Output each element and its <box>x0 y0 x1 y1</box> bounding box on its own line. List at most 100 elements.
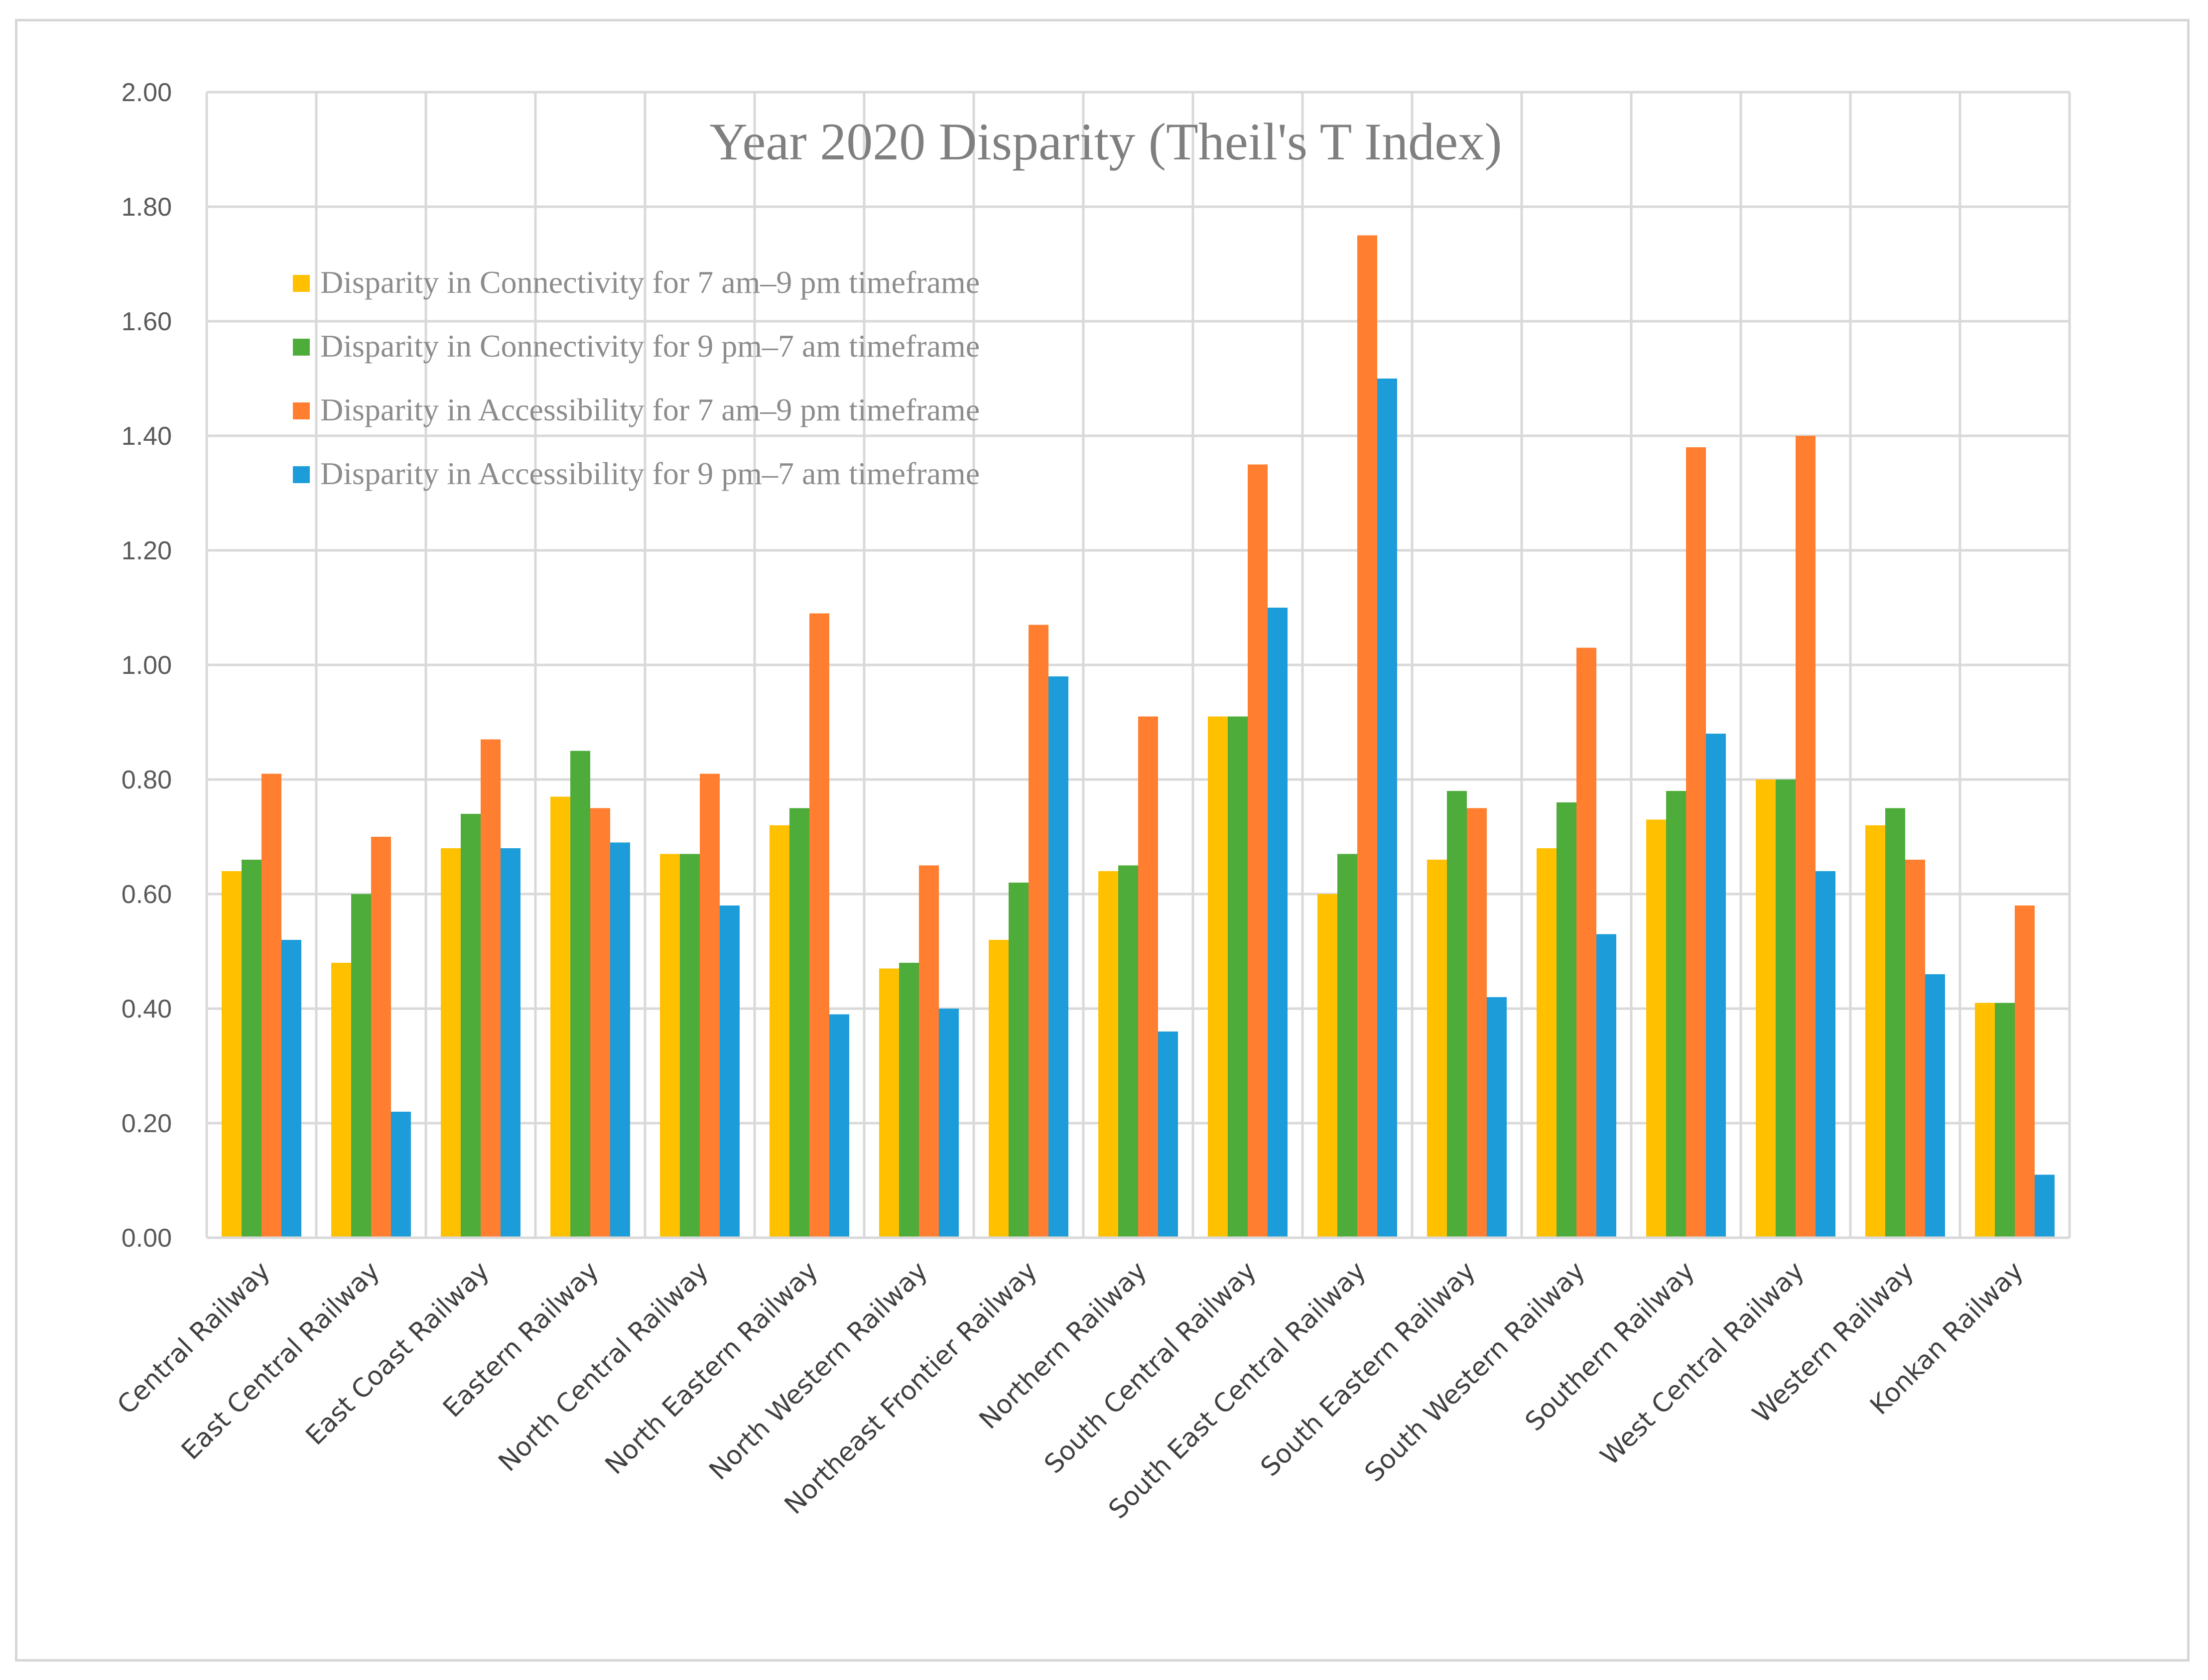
bar-series-4 <box>501 848 520 1238</box>
bar-series-1 <box>1756 779 1776 1238</box>
bar-series-3 <box>700 774 720 1238</box>
y-tick-label: 1.20 <box>122 536 172 565</box>
y-tick-label: 1.60 <box>122 307 172 336</box>
bar-series-2 <box>789 808 809 1238</box>
legend-swatch <box>293 275 310 292</box>
bar-series-1 <box>879 968 899 1238</box>
legend-label: Disparity in Connectivity for 9 pm–7 am … <box>320 328 980 364</box>
x-tick-label: South Western Railway <box>1359 1256 1591 1488</box>
legend-label: Disparity in Connectivity for 7 am–9 pm … <box>320 264 980 300</box>
bar-series-1 <box>441 848 461 1238</box>
bar-series-3 <box>1029 625 1048 1238</box>
x-tick-label: North Eastern Railway <box>600 1256 824 1480</box>
bar-series-3 <box>1248 464 1268 1238</box>
bar-series-4 <box>281 940 301 1238</box>
bar-series-1 <box>989 940 1009 1238</box>
x-tick-label: North Western Railway <box>704 1256 934 1486</box>
y-tick-label: 1.00 <box>122 651 172 680</box>
bar-series-1 <box>1208 716 1228 1238</box>
bar-series-4 <box>1377 379 1397 1238</box>
bar-series-1 <box>1865 825 1885 1238</box>
axis-layer: 0.00 0.20 0.40 0.60 0.80 1.00 1.20 1.40 1.60 1.80… <box>122 78 2070 1253</box>
bar-series-2 <box>1776 779 1796 1238</box>
bar-series-2 <box>351 894 371 1238</box>
bar-series-4 <box>391 1112 411 1238</box>
bar-series-1 <box>1098 871 1118 1238</box>
y-tick-label: 1.80 <box>122 193 172 222</box>
bar-series-3 <box>1357 235 1377 1238</box>
x-tick-label: East Coast Railway <box>300 1256 495 1451</box>
bar-series-3 <box>919 865 939 1238</box>
bar-series-1 <box>1646 819 1666 1238</box>
bar-series-4 <box>1816 871 1835 1238</box>
bar-series-2 <box>1118 865 1138 1238</box>
bar-series-4 <box>1596 934 1616 1238</box>
bar-series-3 <box>1686 447 1706 1238</box>
bar-series-2 <box>1228 716 1248 1238</box>
bar-series-3 <box>1796 436 1816 1238</box>
bar-series-3 <box>1905 860 1925 1238</box>
bar-series-2 <box>899 963 919 1238</box>
bar-series-4 <box>720 905 740 1238</box>
bar-series-2 <box>461 814 481 1238</box>
x-tick-label: South Central Railway <box>1039 1256 1263 1480</box>
x-tick-label: East Central Railway <box>176 1256 386 1466</box>
bar-series-3 <box>590 808 610 1238</box>
bar-series-1 <box>1317 894 1337 1238</box>
bar-series-4 <box>1487 997 1507 1238</box>
bar-series-3 <box>1576 647 1596 1238</box>
bar-series-4 <box>1706 734 1726 1238</box>
bar-series-4 <box>1048 676 1068 1238</box>
bar-series-1 <box>660 854 680 1238</box>
bar-series-3 <box>1467 808 1487 1238</box>
bar-series-3 <box>1138 716 1158 1238</box>
bar-series-1 <box>222 871 242 1238</box>
bar-series-2 <box>1337 854 1357 1238</box>
legend-swatch <box>293 402 310 419</box>
bar-series-4 <box>1158 1032 1178 1238</box>
legend-swatch <box>293 466 310 483</box>
bar-series-2 <box>242 860 261 1238</box>
bar-series-2 <box>680 854 700 1238</box>
bar-series-3 <box>481 739 501 1238</box>
bar-series-4 <box>2035 1174 2055 1238</box>
bar-series-1 <box>550 796 570 1238</box>
bar-series-1 <box>331 963 351 1238</box>
bar-series-4 <box>610 842 630 1238</box>
bar-series-4 <box>939 1009 959 1238</box>
y-tick-label: 0.20 <box>122 1109 172 1138</box>
y-tick-label: 0.00 <box>122 1224 172 1253</box>
bar-series-1 <box>1975 1003 1995 1238</box>
y-tick-label: 0.80 <box>122 766 172 794</box>
x-tick-label: North Central Railway <box>493 1256 715 1478</box>
y-tick-label: 1.40 <box>122 422 172 451</box>
chart-title: Year 2020 Disparity (Theil's T Index) <box>709 113 1502 171</box>
legend-swatch <box>293 339 310 356</box>
bar-series-3 <box>261 774 281 1238</box>
bar-series-2 <box>1009 883 1029 1238</box>
bars-layer <box>222 235 2055 1238</box>
bar-series-1 <box>1537 848 1557 1238</box>
y-tick-label: 2.00 <box>122 78 172 107</box>
bar-series-2 <box>1447 791 1467 1238</box>
bar-series-2 <box>1557 802 1576 1238</box>
y-tick-label: 0.60 <box>122 880 172 909</box>
legend: Disparity in Connectivity for 7 am–9 pm … <box>293 264 980 491</box>
bar-series-2 <box>1666 791 1686 1238</box>
bar-series-2 <box>570 751 590 1238</box>
bar-series-4 <box>1268 608 1288 1238</box>
y-tick-label: 0.40 <box>122 995 172 1024</box>
bar-series-4 <box>829 1014 849 1238</box>
x-tick-label: West Central Railway <box>1595 1256 1810 1471</box>
x-tick-label: South Eastern Railway <box>1255 1256 1481 1482</box>
bar-series-3 <box>2015 905 2035 1238</box>
bar-series-4 <box>1925 974 1945 1238</box>
bar-series-1 <box>1427 860 1447 1238</box>
bar-series-2 <box>1995 1003 2015 1238</box>
legend-label: Disparity in Accessibility for 9 pm–7 am… <box>320 456 980 491</box>
bar-series-3 <box>809 613 829 1238</box>
legend-label: Disparity in Accessibility for 7 am–9 pm… <box>320 392 980 427</box>
bar-series-3 <box>371 837 391 1238</box>
